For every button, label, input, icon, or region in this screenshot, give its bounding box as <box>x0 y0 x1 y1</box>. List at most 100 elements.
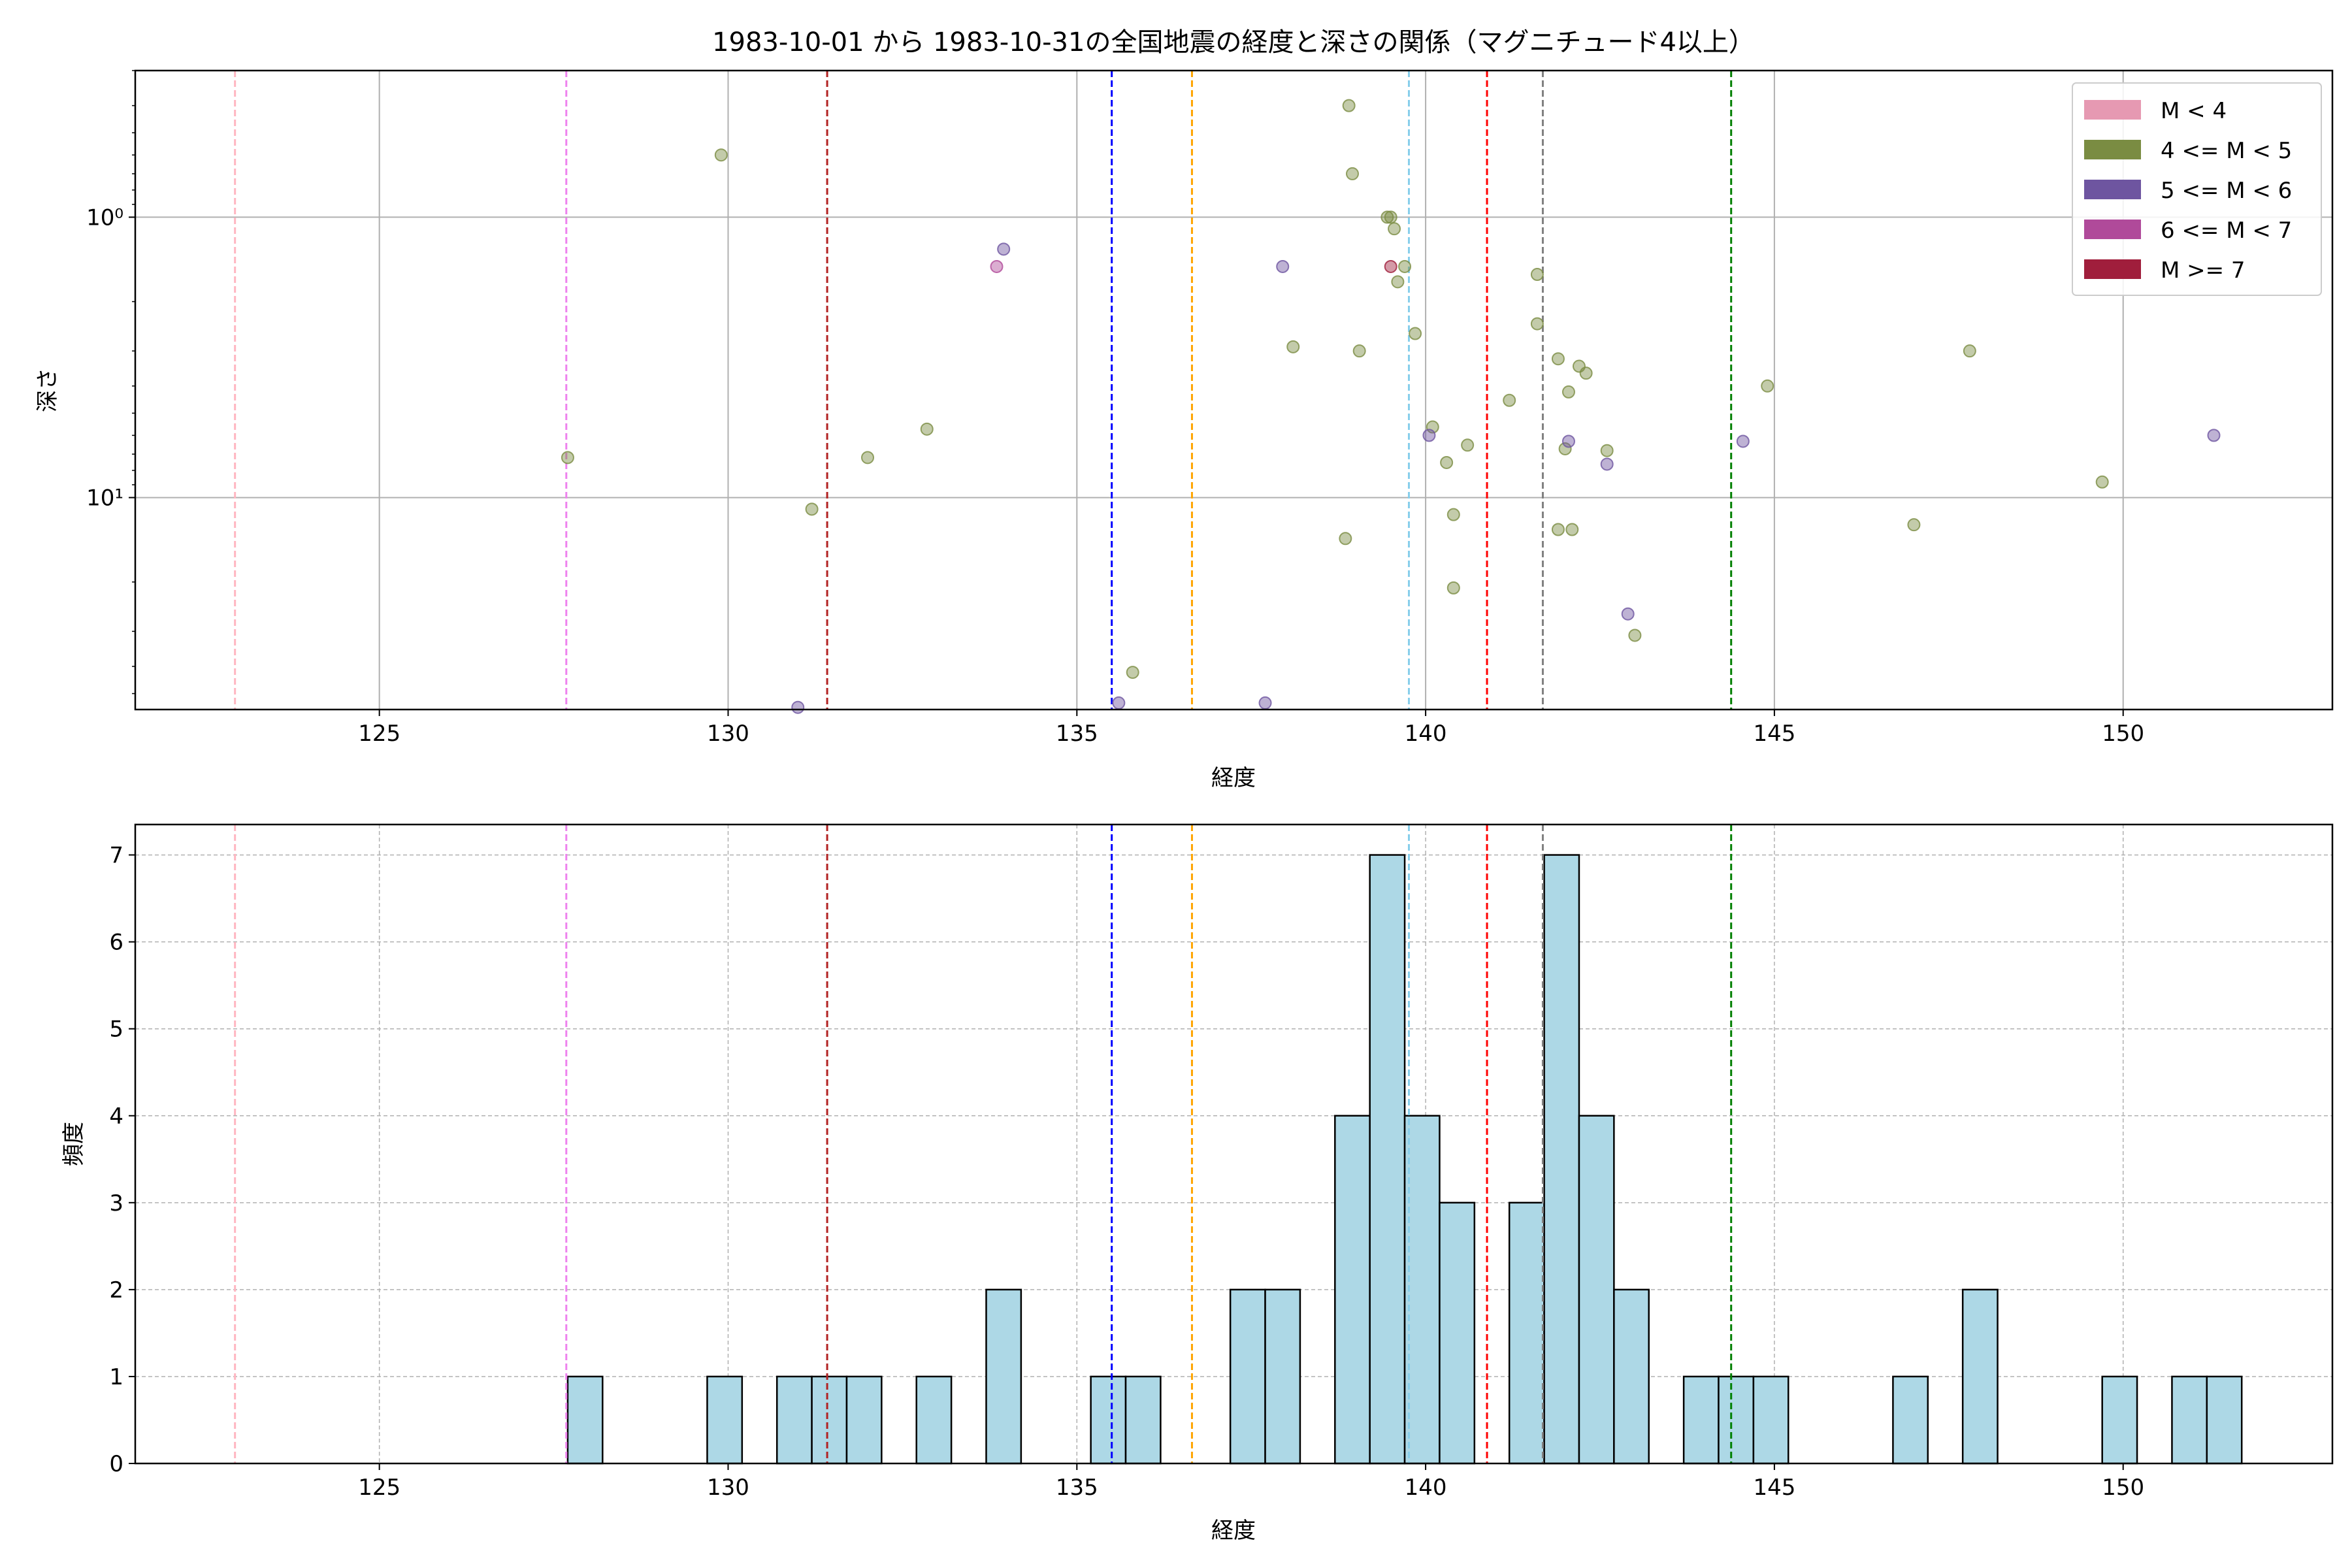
histogram-bar <box>2171 1375 2208 1465</box>
scatter-point <box>1409 327 1422 340</box>
scatter-point <box>1600 444 1614 457</box>
scatter-x-tick-label: 140 <box>1405 721 1447 747</box>
histogram-bar <box>2101 1375 2138 1465</box>
legend-swatch <box>2084 220 2141 239</box>
histogram-bar <box>1718 1375 1755 1465</box>
histogram-bars <box>566 854 2243 1465</box>
histogram-bar <box>915 1375 953 1465</box>
legend-swatch <box>2084 100 2141 120</box>
scatter-point <box>990 259 1004 273</box>
histogram-y-ticks: 0 1 2 3 4 5 6 7 <box>109 843 135 1477</box>
scatter-point <box>1963 344 1976 358</box>
scatter-point <box>1503 393 1516 407</box>
scatter-point <box>1258 696 1272 710</box>
histogram-bar <box>1508 1201 1545 1465</box>
scatter-point <box>920 422 934 436</box>
scatter-point <box>1388 222 1401 236</box>
histogram-bar <box>1682 1375 1720 1465</box>
histogram-bar <box>1369 854 1406 1465</box>
scatter-point <box>805 502 819 516</box>
scatter-x-axis-label: 経度 <box>1211 765 1256 791</box>
histogram-y-tick-label: 0 <box>109 1451 123 1477</box>
histogram-bar <box>811 1375 848 1465</box>
histogram-x-ticks: 125 130 135 140 145 150 <box>358 1463 2144 1501</box>
legend-swatch <box>2084 259 2141 279</box>
scatter-x-tick-label: 150 <box>2102 721 2144 747</box>
histogram-bar <box>1961 1288 1999 1465</box>
scatter-point <box>1345 167 1359 180</box>
scatter-point <box>1352 344 1366 358</box>
legend-label: 6 <= M < 7 <box>2161 218 2292 244</box>
scatter-point <box>1384 259 1397 273</box>
scatter-point <box>1446 581 1460 595</box>
scatter-point <box>1446 508 1460 521</box>
scatter-point <box>1126 666 1139 679</box>
histogram-bar <box>1124 1375 1162 1465</box>
scatter-y-tick-label: 10¹ <box>86 485 123 512</box>
scatter-x-tick-label: 145 <box>1753 721 1795 747</box>
scatter-point <box>1384 210 1397 224</box>
legend-box <box>2072 82 2322 296</box>
scatter-point <box>1628 629 1642 642</box>
histogram-bar <box>1403 1115 1441 1465</box>
histogram-y-axis-label: 頻度 <box>61 1122 87 1166</box>
scatter-point <box>2207 429 2221 442</box>
scatter-point <box>1551 352 1565 366</box>
histogram-x-tick-label: 150 <box>2102 1475 2144 1501</box>
histogram-bar <box>1613 1288 1650 1465</box>
scatter-point <box>1621 607 1635 621</box>
histogram-x-tick-label: 145 <box>1753 1475 1795 1501</box>
scatter-point <box>1561 385 1575 399</box>
scatter-y-tick-label: 10⁰ <box>86 204 123 231</box>
scatter-point <box>1461 438 1475 452</box>
scatter-point <box>1422 429 1436 442</box>
scatter-points <box>561 99 2221 714</box>
histogram-bar <box>1264 1288 1301 1465</box>
legend-swatch <box>2084 180 2141 199</box>
scatter-reference-lines <box>234 71 1733 710</box>
histogram-panel: 125 130 135 140 145 150 0 1 2 3 4 5 6 7 経度 頻度 <box>61 823 2334 1544</box>
scatter-point <box>791 700 805 714</box>
scatter-point <box>1398 259 1412 273</box>
scatter-point <box>1736 434 1750 448</box>
histogram-reference-lines <box>234 825 1733 1463</box>
scatter-point <box>714 148 728 162</box>
histogram-bar <box>1090 1375 1127 1465</box>
histogram-bar <box>1229 1288 1266 1465</box>
legend: M < 4 4 <= M < 5 5 <= M < 6 6 <= M < 7 M >= … <box>2072 82 2322 296</box>
histogram-bar <box>566 1375 604 1465</box>
scatter-point <box>1530 317 1544 331</box>
histogram-bar <box>1752 1375 1789 1465</box>
histogram-x-axis-label: 経度 <box>1211 1518 1256 1544</box>
legend-label: M < 4 <box>2161 98 2227 124</box>
scatter-point <box>1380 210 1394 224</box>
histogram-x-tick-label: 135 <box>1056 1475 1098 1501</box>
legend-label: M >= 7 <box>2161 257 2246 284</box>
histogram-bar <box>776 1375 813 1465</box>
legend-swatch <box>2084 140 2141 159</box>
chart-title: 1983-10-01 から 1983-10-31の全国地震の経度と深さの関係（マ… <box>712 27 1755 57</box>
histogram-bar <box>1892 1375 1929 1465</box>
histogram-y-tick-label: 6 <box>109 930 123 956</box>
legend-label: 4 <= M < 5 <box>2161 138 2292 164</box>
scatter-panel: 125 130 135 140 145 150 10⁰ 10¹ 経度 深さ M < 4 4 <… <box>35 69 2334 791</box>
histogram-bar <box>1439 1201 1476 1465</box>
scatter-point <box>1440 455 1454 469</box>
histogram-x-tick-label: 125 <box>358 1475 400 1501</box>
scatter-point <box>1276 259 1290 273</box>
scatter-point <box>561 451 574 465</box>
scatter-y-axis-label: 深さ <box>35 368 61 412</box>
histogram-plot-frame <box>134 823 2334 1465</box>
scatter-point <box>1391 275 1405 289</box>
histogram-bar <box>845 1375 883 1465</box>
histogram-bar <box>985 1288 1022 1465</box>
histogram-x-tick-label: 140 <box>1405 1475 1447 1501</box>
scatter-point <box>1286 340 1300 353</box>
scatter-point <box>1530 268 1544 282</box>
scatter-point <box>1551 523 1565 536</box>
histogram-bar <box>706 1375 743 1465</box>
scatter-point <box>997 242 1011 256</box>
legend-label: 5 <= M < 6 <box>2161 178 2292 204</box>
scatter-y-ticks: 10⁰ 10¹ <box>86 70 135 694</box>
